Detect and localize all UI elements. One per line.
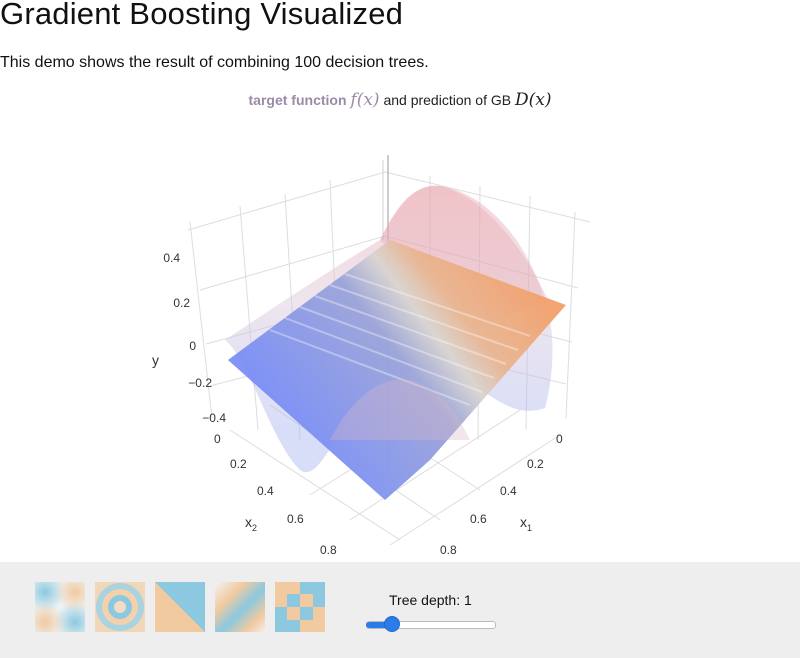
page-description: This demo shows the result of combining … [0, 54, 429, 71]
y-tick: −0.4 [202, 411, 226, 425]
controls-panel: Tree depth: 1 [0, 562, 800, 658]
3d-surface-plot[interactable]: 0.4 0.2 0 −0.2 −0.4 y 0 0.2 0.4 0.6 0.8 … [0, 84, 800, 562]
dataset-thumb-rings[interactable] [95, 582, 145, 632]
y-axis-ticks: 0.4 0.2 0 −0.2 −0.4 [163, 251, 226, 425]
x2-axis-label: x2 [245, 514, 257, 533]
tree-depth-label: Tree depth: 1 [389, 592, 472, 608]
x1-axis-ticks: 0 0.2 0.4 0.6 0.8 [440, 432, 563, 557]
y-axis-label: y [152, 352, 159, 368]
slider-fill [366, 622, 394, 628]
x1-tick: 0.4 [500, 484, 517, 498]
dataset-thumb-diagonal-split[interactable] [155, 582, 205, 632]
tree-depth-slider[interactable] [366, 614, 496, 634]
x2-tick: 0.6 [287, 512, 304, 526]
y-tick: −0.2 [188, 376, 212, 390]
prediction-math: D(x) [514, 90, 552, 110]
dataset-thumb-soft-cross[interactable] [35, 582, 85, 632]
page-title: Gradient Boosting Visualized [0, 0, 404, 31]
x1-tick: 0.6 [470, 512, 487, 526]
plot-title-target: target function f(x) [248, 90, 380, 110]
target-bump [330, 379, 470, 440]
y-tick: 0 [189, 339, 196, 353]
x1-tick: 0 [556, 432, 563, 446]
target-function-math: f(x) [350, 90, 380, 110]
y-tick: 0.4 [163, 251, 180, 265]
x1-axis-label: x1 [520, 514, 532, 533]
x2-tick: 0.8 [320, 543, 337, 557]
slider-thumb[interactable] [384, 616, 400, 632]
x2-tick: 0.2 [230, 457, 247, 471]
y-tick: 0.2 [173, 296, 190, 310]
x2-axis-ticks: 0 0.2 0.4 0.6 0.8 [214, 432, 337, 557]
x2-tick: 0 [214, 432, 221, 446]
x1-tick: 0.8 [440, 543, 457, 557]
dataset-thumb-checkerboard[interactable] [275, 582, 325, 632]
x1-tick: 0.2 [527, 457, 544, 471]
plot-title: target function f(x) and prediction of G… [0, 90, 800, 110]
dataset-thumb-soft-diagonal-blob[interactable] [215, 582, 265, 632]
prediction-steps [269, 273, 531, 406]
prediction-surface [228, 240, 566, 500]
x2-tick: 0.4 [257, 484, 274, 498]
plot-title-middle: and prediction of GB [383, 92, 512, 108]
